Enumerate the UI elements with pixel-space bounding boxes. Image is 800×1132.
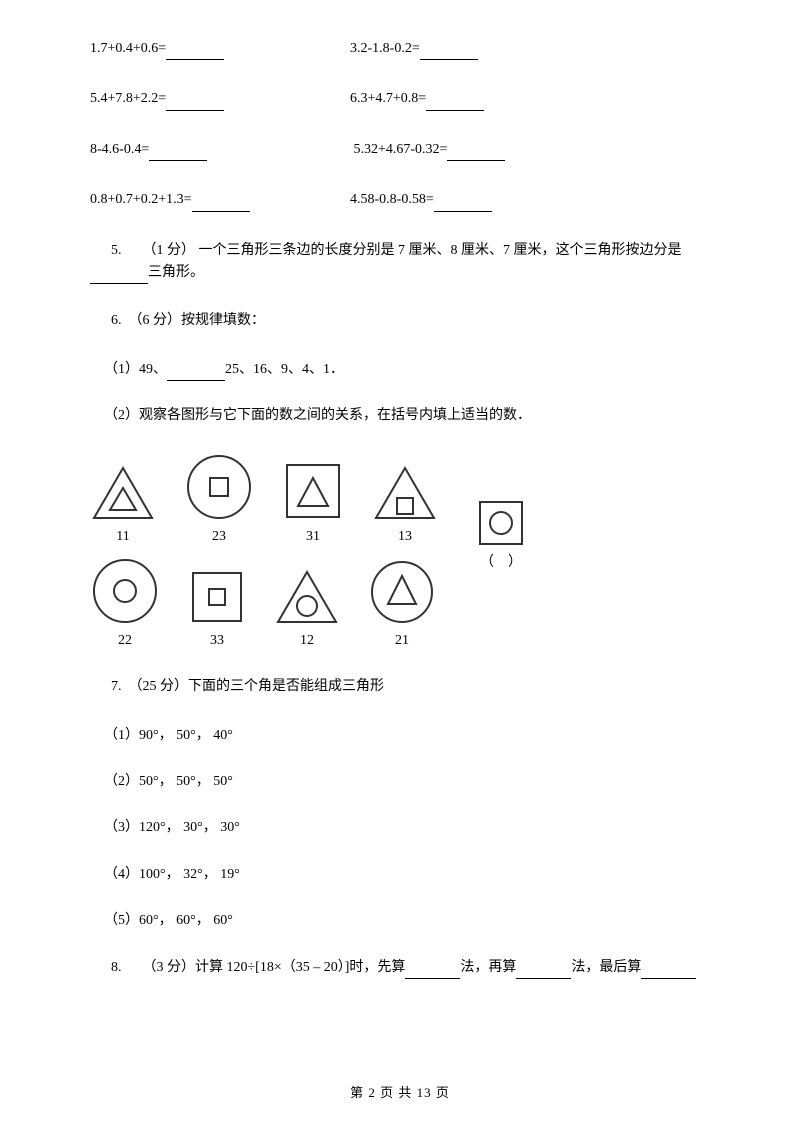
eq-r4c2: 4.58-0.8-0.58= bbox=[350, 192, 434, 207]
q6-p2: （2）观察各图形与它下面的数之间的关系，在括号内填上适当的数． bbox=[104, 408, 531, 423]
eq-r2c1: 5.4+7.8+2.2= bbox=[90, 91, 166, 106]
blank[interactable] bbox=[641, 963, 696, 979]
q6-p1b: 25、16、9、4、1． bbox=[225, 362, 344, 377]
q6-part1: （1）49、 25、16、9、4、1． bbox=[90, 359, 710, 381]
shape-label: 21 bbox=[395, 630, 409, 652]
shapes-row-1: 11 23 31 13 （ ） bbox=[90, 452, 710, 548]
q7-i3: （3）120°， 30°， 30° bbox=[104, 820, 240, 835]
blank[interactable] bbox=[434, 196, 492, 212]
blank[interactable] bbox=[167, 365, 225, 381]
q6-part2: （2）观察各图形与它下面的数之间的关系，在括号内填上适当的数． bbox=[90, 405, 710, 427]
shape-label: 11 bbox=[116, 526, 129, 548]
q7-item: （3）120°， 30°， 30° bbox=[90, 817, 710, 839]
shape-cell: 11 bbox=[90, 464, 156, 548]
shape-cell: 13 bbox=[372, 464, 438, 548]
circle-triangle-icon bbox=[368, 558, 436, 626]
circle-circle-icon bbox=[90, 556, 160, 626]
blank[interactable] bbox=[149, 145, 207, 161]
shape-label: 31 bbox=[306, 526, 320, 548]
shape-cell: 21 bbox=[368, 558, 436, 652]
triangle-triangle-icon bbox=[90, 464, 156, 522]
blank[interactable] bbox=[420, 44, 478, 60]
shape-bracket[interactable]: （ ） bbox=[480, 552, 522, 574]
shape-label: 23 bbox=[212, 526, 226, 548]
eq-r4c1: 0.8+0.7+0.2+1.3= bbox=[90, 192, 192, 207]
eq-r3c1: 8-4.6-0.4= bbox=[90, 142, 149, 157]
q7-item: （2）50°， 50°， 50° bbox=[90, 771, 710, 793]
eq-r1c2: 3.2-1.8-0.2= bbox=[350, 41, 420, 56]
shape-cell: 12 bbox=[274, 568, 340, 652]
q7-i2: （2）50°， 50°， 50° bbox=[104, 774, 233, 789]
q7-item: （5）60°， 60°， 60° bbox=[90, 910, 710, 932]
shapes-row-2: 22 33 12 21 bbox=[90, 556, 710, 652]
blank[interactable] bbox=[447, 145, 505, 161]
q8-t2: 法，再算 bbox=[460, 960, 516, 975]
question-8: 8. （3 分）计算 120÷[18×（35 – 20）]时，先算 法，再算 法，最… bbox=[90, 957, 710, 979]
square-square-icon bbox=[188, 568, 246, 626]
q6-label: 6. （6 分）按规律填数： bbox=[111, 313, 265, 328]
equation-row-2: 5.4+7.8+2.2= 6.3+4.7+0.8= bbox=[90, 88, 710, 110]
shape-cell: 33 bbox=[188, 568, 246, 652]
equation-row-3: 8-4.6-0.4= 5.32+4.67-0.32= bbox=[90, 139, 710, 161]
shape-cell: 22 bbox=[90, 556, 160, 652]
q8-label: 8. （3 分） bbox=[111, 960, 195, 975]
footer-text: 第 2 页 共 13 页 bbox=[350, 1085, 450, 1100]
q5-label: 5. （1 分） bbox=[90, 243, 195, 258]
eq-r3c2: 5.32+4.67-0.32= bbox=[354, 142, 448, 157]
q7-label: 7. （25 分）下面的三个角是否能组成三角形 bbox=[111, 679, 384, 694]
square-circle-icon bbox=[476, 498, 526, 548]
q5-text1: 一个三角形三条边的长度分别是 7 厘米、8 厘米、7 厘米，这个三角形按边分是 bbox=[199, 243, 682, 258]
triangle-square-icon bbox=[372, 464, 438, 522]
shape-label: 22 bbox=[118, 630, 132, 652]
question-6: 6. （6 分）按规律填数： bbox=[90, 310, 710, 332]
page-footer: 第 2 页 共 13 页 bbox=[0, 1083, 800, 1104]
question-7: 7. （25 分）下面的三个角是否能组成三角形 bbox=[90, 676, 710, 698]
shape-label: 12 bbox=[300, 630, 314, 652]
equation-row-4: 0.8+0.7+0.2+1.3= 4.58-0.8-0.58= bbox=[90, 189, 710, 211]
circle-square-icon bbox=[184, 452, 254, 522]
blank[interactable] bbox=[166, 95, 224, 111]
q7-i1: （1）90°， 50°， 40° bbox=[104, 728, 233, 743]
shape-label: 13 bbox=[398, 526, 412, 548]
square-triangle-icon bbox=[282, 460, 344, 522]
shape-cell: 31 bbox=[282, 460, 344, 548]
equation-row-1: 1.7+0.4+0.6= 3.2-1.8-0.2= bbox=[90, 38, 710, 60]
q7-item: （1）90°， 50°， 40° bbox=[90, 725, 710, 747]
shape-cell: （ ） bbox=[476, 498, 526, 574]
blank[interactable] bbox=[166, 44, 224, 60]
question-5: 5. （1 分） 一个三角形三条边的长度分别是 7 厘米、8 厘米、7 厘米，这… bbox=[90, 240, 710, 285]
q8-t3: 法，最后算 bbox=[571, 960, 641, 975]
blank[interactable] bbox=[426, 95, 484, 111]
eq-r2c2: 6.3+4.7+0.8= bbox=[350, 91, 426, 106]
q7-item: （4）100°， 32°， 19° bbox=[90, 864, 710, 886]
eq-r1c1: 1.7+0.4+0.6= bbox=[90, 41, 166, 56]
q7-i5: （5）60°， 60°， 60° bbox=[104, 913, 233, 928]
shape-cell: 23 bbox=[184, 452, 254, 548]
q7-i4: （4）100°， 32°， 19° bbox=[104, 867, 240, 882]
shape-label: 33 bbox=[210, 630, 224, 652]
q5-text2: 三角形。 bbox=[148, 265, 204, 280]
q6-p1a: （1）49、 bbox=[104, 362, 167, 377]
shapes-diagram: 11 23 31 13 （ ） 22 33 12 bbox=[90, 452, 710, 653]
triangle-circle-icon bbox=[274, 568, 340, 626]
q8-t1: 计算 120÷[18×（35 – 20）]时，先算 bbox=[195, 960, 405, 975]
blank[interactable] bbox=[405, 963, 460, 979]
blank[interactable] bbox=[192, 196, 250, 212]
blank[interactable] bbox=[90, 268, 148, 284]
blank[interactable] bbox=[516, 963, 571, 979]
